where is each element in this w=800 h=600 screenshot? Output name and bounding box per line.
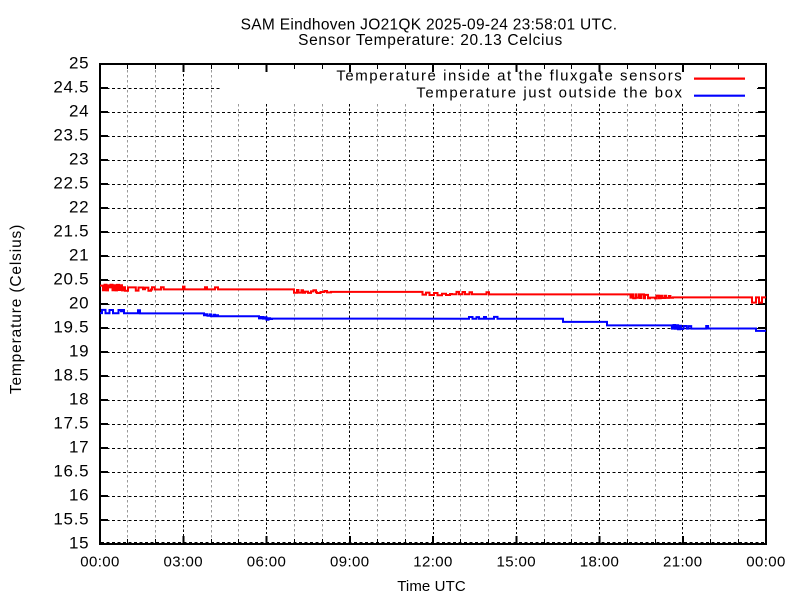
svg-text:15.5: 15.5	[53, 509, 89, 528]
svg-text:24: 24	[69, 101, 89, 120]
svg-text:00:00: 00:00	[80, 554, 120, 571]
svg-text:SAM Eindhoven JO21QK 2025-09-2: SAM Eindhoven JO21QK 2025-09-24 23:58:01…	[241, 17, 618, 34]
svg-text:16: 16	[69, 485, 89, 504]
svg-text:20: 20	[69, 293, 89, 312]
svg-text:20.5: 20.5	[53, 269, 89, 288]
svg-text:21:00: 21:00	[663, 554, 703, 571]
svg-text:15: 15	[69, 533, 89, 552]
svg-text:17: 17	[69, 437, 89, 456]
svg-text:22: 22	[69, 197, 89, 216]
svg-text:15:00: 15:00	[496, 554, 536, 571]
svg-text:19.5: 19.5	[53, 317, 89, 336]
svg-text:21: 21	[69, 245, 89, 264]
svg-text:17.5: 17.5	[53, 413, 89, 432]
svg-text:Time UTC: Time UTC	[397, 578, 466, 595]
svg-text:06:00: 06:00	[247, 554, 287, 571]
svg-text:23: 23	[69, 149, 89, 168]
svg-text:12:00: 12:00	[413, 554, 453, 571]
svg-text:23.5: 23.5	[53, 125, 89, 144]
svg-text:Temperature just outside the b: Temperature just outside the box	[416, 85, 683, 102]
svg-text:18.5: 18.5	[53, 365, 89, 384]
svg-text:Sensor Temperature: 20.13 Celc: Sensor Temperature: 20.13 Celcius	[298, 32, 563, 49]
svg-text:Temperature (Celsius): Temperature (Celsius)	[8, 224, 25, 394]
svg-text:03:00: 03:00	[163, 554, 203, 571]
svg-text:16.5: 16.5	[53, 461, 89, 480]
svg-text:24.5: 24.5	[53, 77, 89, 96]
svg-text:21.5: 21.5	[53, 221, 89, 240]
svg-text:19: 19	[69, 341, 89, 360]
svg-text:09:00: 09:00	[330, 554, 370, 571]
svg-text:18: 18	[69, 389, 89, 408]
svg-text:Temperature inside at the flux: Temperature inside at the fluxgate senso…	[336, 68, 683, 85]
svg-text:00:00: 00:00	[746, 554, 786, 571]
svg-text:25: 25	[69, 53, 89, 72]
svg-text:22.5: 22.5	[53, 173, 89, 192]
svg-text:18:00: 18:00	[580, 554, 620, 571]
